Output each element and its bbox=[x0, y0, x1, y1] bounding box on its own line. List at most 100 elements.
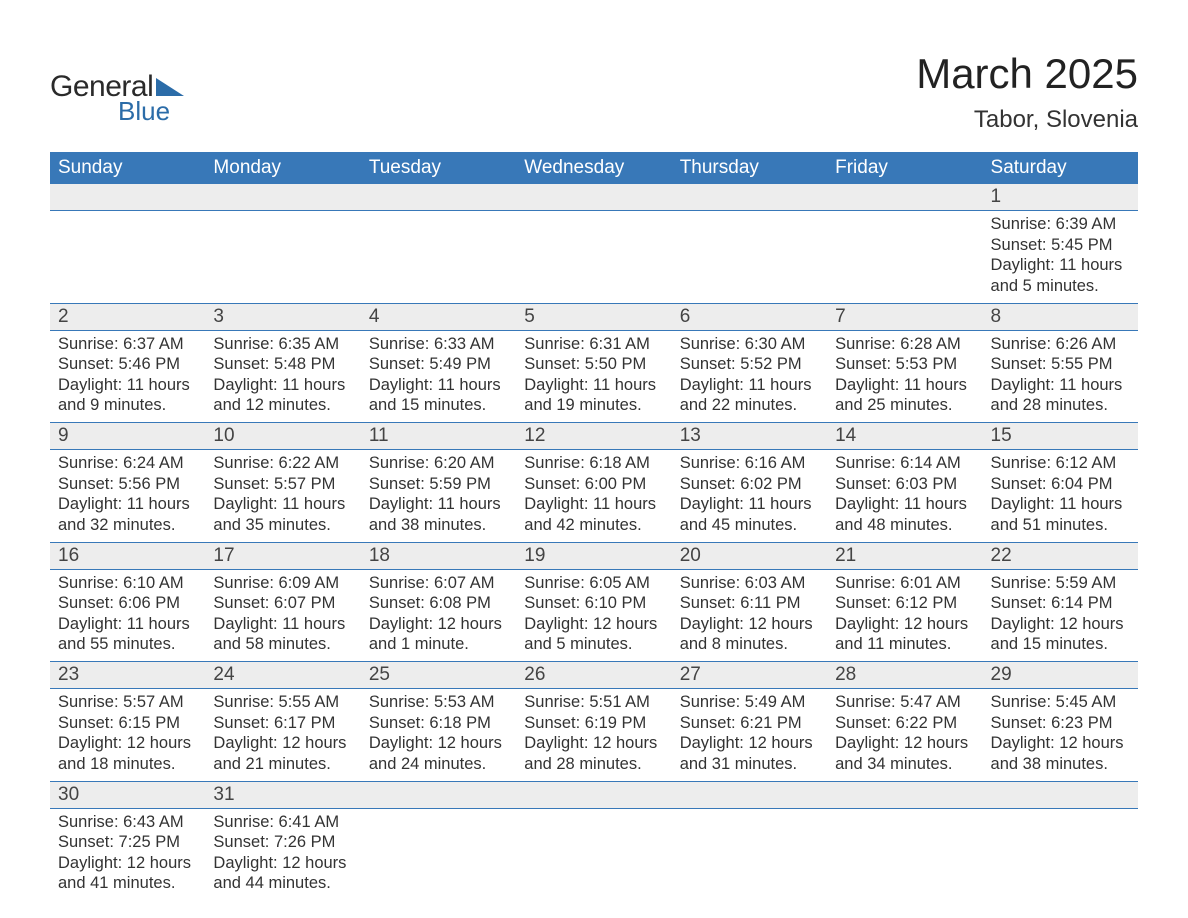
day-content-cell: Sunrise: 6:16 AMSunset: 6:02 PMDaylight:… bbox=[672, 450, 827, 543]
day-number-cell: 19 bbox=[516, 542, 671, 569]
day-number-cell: 12 bbox=[516, 423, 671, 450]
day-content-cell: Sunrise: 5:57 AMSunset: 6:15 PMDaylight:… bbox=[50, 689, 205, 782]
day-number-cell: 11 bbox=[361, 423, 516, 450]
day-content-cell: Sunrise: 6:14 AMSunset: 6:03 PMDaylight:… bbox=[827, 450, 982, 543]
day-content-cell: Sunrise: 6:22 AMSunset: 5:57 PMDaylight:… bbox=[205, 450, 360, 543]
day-number-cell: 14 bbox=[827, 423, 982, 450]
day-content-cell: Sunrise: 6:12 AMSunset: 6:04 PMDaylight:… bbox=[983, 450, 1138, 543]
day-content-cell: Sunrise: 6:30 AMSunset: 5:52 PMDaylight:… bbox=[672, 330, 827, 423]
day-content-cell: Sunrise: 5:47 AMSunset: 6:22 PMDaylight:… bbox=[827, 689, 982, 782]
header: General Blue March 2025 Tabor, Slovenia bbox=[50, 50, 1138, 134]
day-content-cell: Sunrise: 6:18 AMSunset: 6:00 PMDaylight:… bbox=[516, 450, 671, 543]
day-content-cell: Sunrise: 6:31 AMSunset: 5:50 PMDaylight:… bbox=[516, 330, 671, 423]
day-number-cell: 23 bbox=[50, 662, 205, 689]
day-number-row: 9101112131415 bbox=[50, 423, 1138, 450]
weekday-header: Friday bbox=[827, 152, 982, 184]
day-number-cell: 17 bbox=[205, 542, 360, 569]
day-content-cell: Sunrise: 6:05 AMSunset: 6:10 PMDaylight:… bbox=[516, 569, 671, 662]
day-number-row: 3031 bbox=[50, 781, 1138, 808]
day-content-row: Sunrise: 6:43 AMSunset: 7:25 PMDaylight:… bbox=[50, 808, 1138, 900]
day-number-cell: 10 bbox=[205, 423, 360, 450]
day-number-cell: 13 bbox=[672, 423, 827, 450]
weekday-header: Thursday bbox=[672, 152, 827, 184]
weekday-header: Tuesday bbox=[361, 152, 516, 184]
day-content-cell: Sunrise: 5:59 AMSunset: 6:14 PMDaylight:… bbox=[983, 569, 1138, 662]
day-content-cell bbox=[50, 211, 205, 304]
day-content-row: Sunrise: 6:39 AMSunset: 5:45 PMDaylight:… bbox=[50, 211, 1138, 304]
day-number-cell: 4 bbox=[361, 303, 516, 330]
day-number-cell bbox=[672, 184, 827, 211]
day-number-cell: 1 bbox=[983, 184, 1138, 211]
day-content-row: Sunrise: 6:37 AMSunset: 5:46 PMDaylight:… bbox=[50, 330, 1138, 423]
day-number-cell: 28 bbox=[827, 662, 982, 689]
day-content-cell: Sunrise: 5:55 AMSunset: 6:17 PMDaylight:… bbox=[205, 689, 360, 782]
day-content-cell bbox=[205, 211, 360, 304]
day-number-cell bbox=[516, 781, 671, 808]
day-content-cell bbox=[361, 808, 516, 900]
day-content-cell: Sunrise: 6:33 AMSunset: 5:49 PMDaylight:… bbox=[361, 330, 516, 423]
location: Tabor, Slovenia bbox=[916, 106, 1138, 134]
day-content-cell: Sunrise: 5:53 AMSunset: 6:18 PMDaylight:… bbox=[361, 689, 516, 782]
day-number-cell: 5 bbox=[516, 303, 671, 330]
day-content-cell: Sunrise: 5:49 AMSunset: 6:21 PMDaylight:… bbox=[672, 689, 827, 782]
day-content-cell: Sunrise: 6:28 AMSunset: 5:53 PMDaylight:… bbox=[827, 330, 982, 423]
day-number-row: 23242526272829 bbox=[50, 662, 1138, 689]
day-content-cell: Sunrise: 6:07 AMSunset: 6:08 PMDaylight:… bbox=[361, 569, 516, 662]
logo-word-blue: Blue bbox=[118, 96, 184, 127]
day-content-cell: Sunrise: 5:45 AMSunset: 6:23 PMDaylight:… bbox=[983, 689, 1138, 782]
day-content-cell bbox=[516, 808, 671, 900]
day-number-cell: 8 bbox=[983, 303, 1138, 330]
day-number-cell: 30 bbox=[50, 781, 205, 808]
day-content-cell: Sunrise: 6:01 AMSunset: 6:12 PMDaylight:… bbox=[827, 569, 982, 662]
day-number-cell: 3 bbox=[205, 303, 360, 330]
day-content-cell: Sunrise: 6:24 AMSunset: 5:56 PMDaylight:… bbox=[50, 450, 205, 543]
day-content-cell: Sunrise: 6:35 AMSunset: 5:48 PMDaylight:… bbox=[205, 330, 360, 423]
weekday-header: Sunday bbox=[50, 152, 205, 184]
day-number-cell: 9 bbox=[50, 423, 205, 450]
day-content-cell: Sunrise: 6:37 AMSunset: 5:46 PMDaylight:… bbox=[50, 330, 205, 423]
weekday-header: Saturday bbox=[983, 152, 1138, 184]
day-content-row: Sunrise: 6:24 AMSunset: 5:56 PMDaylight:… bbox=[50, 450, 1138, 543]
day-number-cell: 29 bbox=[983, 662, 1138, 689]
day-content-cell: Sunrise: 6:39 AMSunset: 5:45 PMDaylight:… bbox=[983, 211, 1138, 304]
day-number-cell: 7 bbox=[827, 303, 982, 330]
weekday-header: Monday bbox=[205, 152, 360, 184]
day-number-cell: 2 bbox=[50, 303, 205, 330]
day-content-cell: Sunrise: 6:43 AMSunset: 7:25 PMDaylight:… bbox=[50, 808, 205, 900]
day-number-cell: 20 bbox=[672, 542, 827, 569]
day-content-cell: Sunrise: 6:10 AMSunset: 6:06 PMDaylight:… bbox=[50, 569, 205, 662]
day-number-row: 2345678 bbox=[50, 303, 1138, 330]
day-number-cell bbox=[827, 781, 982, 808]
day-number-cell bbox=[361, 184, 516, 211]
day-number-cell: 22 bbox=[983, 542, 1138, 569]
day-number-cell bbox=[983, 781, 1138, 808]
logo: General Blue bbox=[50, 70, 184, 127]
day-content-cell: Sunrise: 6:03 AMSunset: 6:11 PMDaylight:… bbox=[672, 569, 827, 662]
day-number-cell: 26 bbox=[516, 662, 671, 689]
day-content-cell: Sunrise: 6:09 AMSunset: 6:07 PMDaylight:… bbox=[205, 569, 360, 662]
day-content-cell: Sunrise: 5:51 AMSunset: 6:19 PMDaylight:… bbox=[516, 689, 671, 782]
day-content-cell bbox=[361, 211, 516, 304]
day-number-cell bbox=[516, 184, 671, 211]
day-number-cell: 31 bbox=[205, 781, 360, 808]
day-content-cell bbox=[827, 808, 982, 900]
day-number-cell: 25 bbox=[361, 662, 516, 689]
day-number-row: 1 bbox=[50, 184, 1138, 211]
day-content-cell bbox=[516, 211, 671, 304]
day-number-row: 16171819202122 bbox=[50, 542, 1138, 569]
day-number-cell: 18 bbox=[361, 542, 516, 569]
weekday-header: Wednesday bbox=[516, 152, 671, 184]
day-number-cell: 16 bbox=[50, 542, 205, 569]
day-content-cell bbox=[827, 211, 982, 304]
day-number-cell bbox=[672, 781, 827, 808]
day-content-cell: Sunrise: 6:41 AMSunset: 7:26 PMDaylight:… bbox=[205, 808, 360, 900]
day-number-cell bbox=[205, 184, 360, 211]
day-content-cell bbox=[983, 808, 1138, 900]
day-number-cell bbox=[827, 184, 982, 211]
day-content-cell: Sunrise: 6:20 AMSunset: 5:59 PMDaylight:… bbox=[361, 450, 516, 543]
day-content-row: Sunrise: 5:57 AMSunset: 6:15 PMDaylight:… bbox=[50, 689, 1138, 782]
day-number-cell: 27 bbox=[672, 662, 827, 689]
day-number-cell: 15 bbox=[983, 423, 1138, 450]
day-content-row: Sunrise: 6:10 AMSunset: 6:06 PMDaylight:… bbox=[50, 569, 1138, 662]
day-number-cell: 21 bbox=[827, 542, 982, 569]
